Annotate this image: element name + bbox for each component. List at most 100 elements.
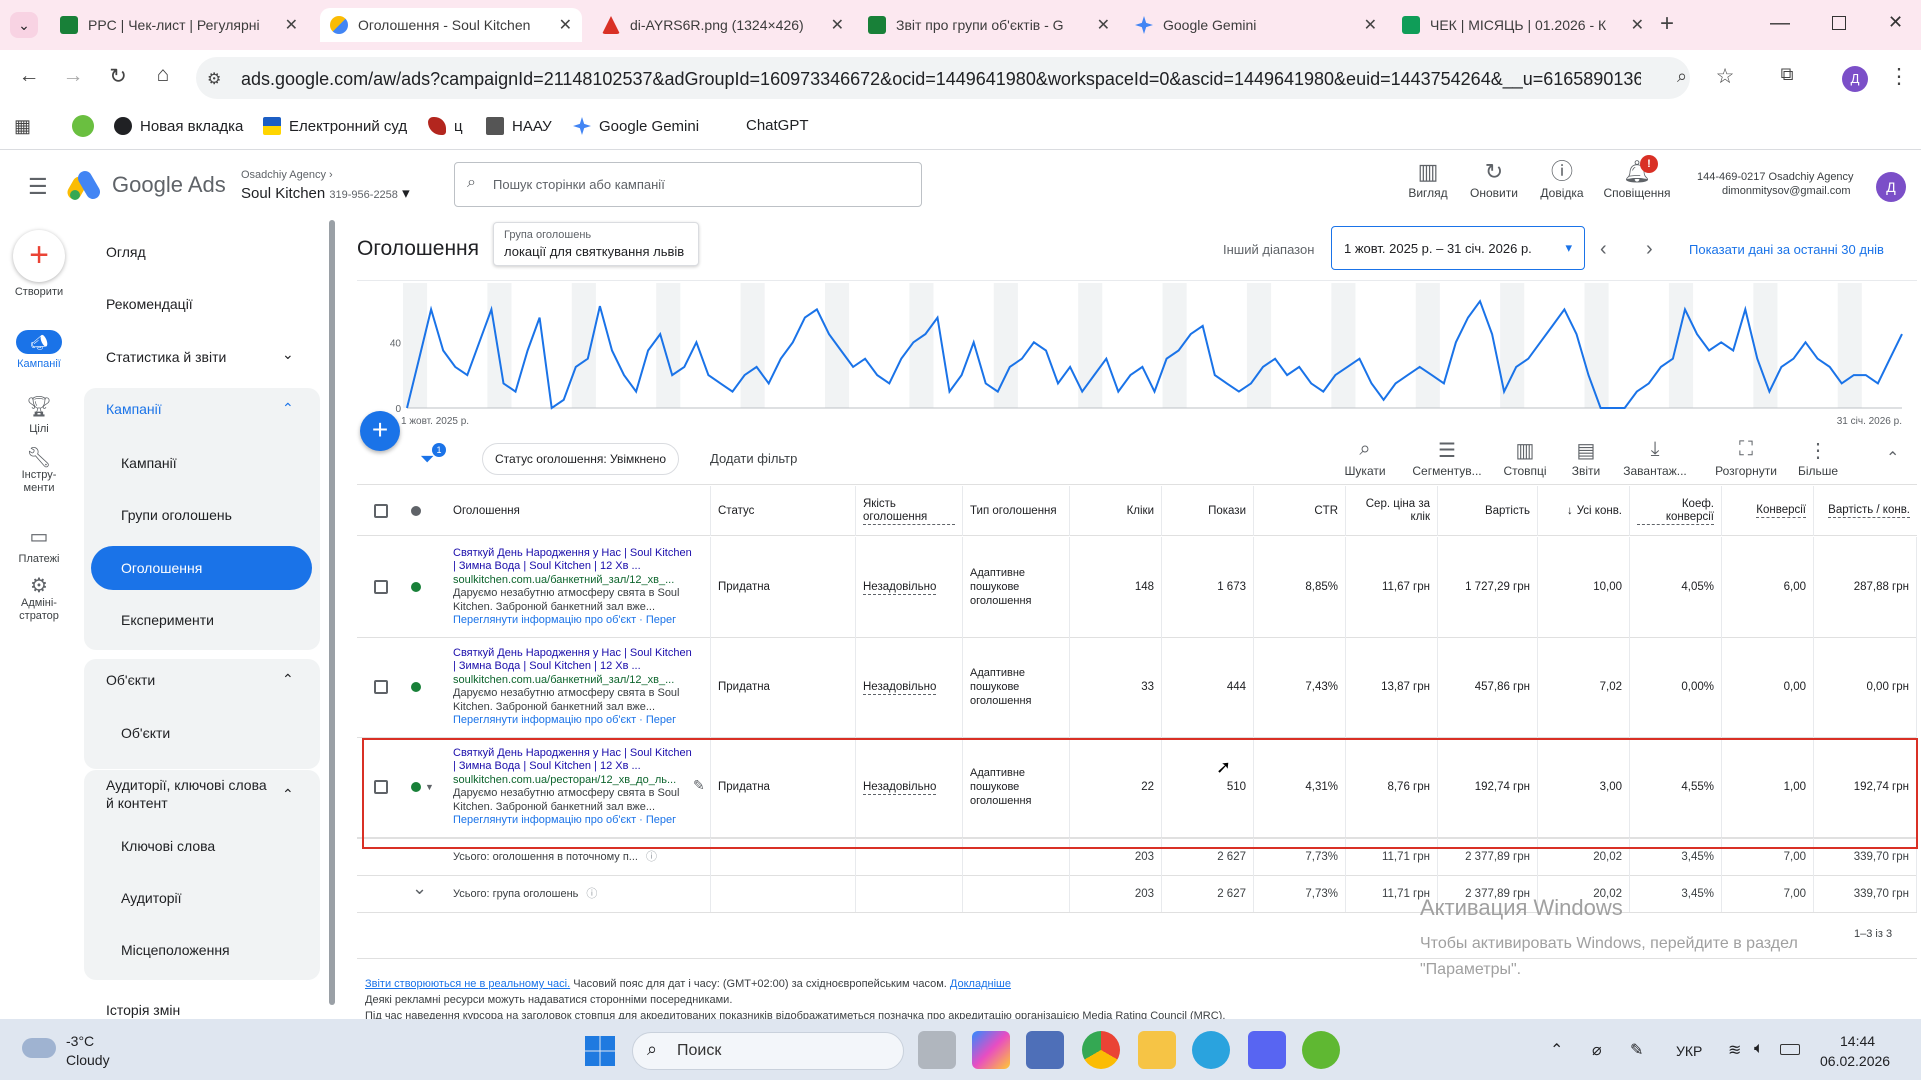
bookmark-naau[interactable]: НААУ — [486, 117, 552, 135]
extension-bookmark-icon[interactable] — [72, 115, 94, 137]
learn-more-link[interactable]: Докладніше — [949, 978, 1011, 990]
notepad-icon[interactable] — [1026, 1031, 1064, 1069]
google-ads-logo[interactable] — [64, 168, 103, 202]
nav-scrollbar[interactable] — [329, 220, 335, 1005]
browser-tab[interactable]: Звіт про групи об'єктів - G ✕ — [858, 8, 1120, 42]
explorer-icon[interactable] — [1138, 1031, 1176, 1069]
clock-date[interactable]: 06.02.2026 — [1820, 1053, 1891, 1069]
ad-info-link[interactable]: Переглянути інформацію про об'єкт · Пере… — [453, 714, 677, 726]
edit-pencil-icon[interactable]: ✎ — [693, 777, 705, 793]
tool-more[interactable]: ⋮ Більше — [1783, 438, 1853, 478]
col-status[interactable]: Статус — [711, 486, 856, 536]
campaigns-rail-icon[interactable]: 📣︎ — [16, 330, 62, 354]
col-cost-conv[interactable]: Вартість / конв. — [1828, 504, 1910, 518]
tab-list-button[interactable]: ⌄ — [10, 12, 38, 38]
bookmark-gemini[interactable]: Google Gemini — [573, 117, 699, 135]
nav-locations[interactable]: Місцеположення — [121, 942, 230, 958]
nav-campaigns[interactable]: Кампанії — [121, 455, 177, 471]
view-button[interactable]: ▥ Вигляд — [1393, 158, 1463, 200]
account-switcher[interactable]: Soul Kitchen 319-956-2258 ▾ — [241, 185, 410, 202]
tool-download[interactable]: ⤓ Завантаж... — [1620, 438, 1690, 478]
col-impr[interactable]: Покази — [1162, 486, 1254, 536]
browser-tab-active[interactable]: Оголошення - Soul Kitchen ✕ — [320, 8, 582, 42]
close-icon[interactable]: ✕ — [284, 17, 298, 34]
ad-info-link[interactable]: Переглянути інформацію про об'єкт · Пере… — [453, 614, 677, 626]
close-window-icon[interactable]: ✕ — [1888, 12, 1904, 32]
help-icon[interactable]: ⓘ — [586, 887, 598, 900]
clock-time[interactable]: 14:44 — [1840, 1033, 1876, 1049]
nav-ads-selected[interactable]: Оголошення — [91, 546, 312, 590]
enabled-dot-icon[interactable] — [411, 782, 421, 792]
col-ad[interactable]: Оголошення — [446, 486, 711, 536]
col-cost[interactable]: Вартість — [1438, 486, 1538, 536]
close-icon[interactable]: ✕ — [1630, 17, 1644, 34]
ad-headline[interactable]: Святкуй День Народження у Нас | Soul Kit… — [453, 546, 692, 573]
minimize-icon[interactable]: — — [1770, 12, 1790, 34]
nav-history[interactable]: Історія змін — [106, 1002, 181, 1018]
forward-icon[interactable]: → — [62, 64, 84, 87]
add-ad-button[interactable]: + — [360, 411, 400, 451]
notifications-button[interactable]: 🔔︎ Сповіщення — [1603, 159, 1671, 200]
agency-breadcrumb[interactable]: Osadchiy Agency › — [241, 169, 333, 181]
nav-campaigns-header[interactable]: Кампанії — [106, 401, 162, 417]
chrome-icon[interactable] — [1082, 1031, 1120, 1069]
date-range-picker[interactable]: 1 жовт. 2025 р. – 31 січ. 2026 р. ▾ — [1331, 226, 1585, 270]
nav-overview[interactable]: Огляд — [106, 244, 146, 260]
ad-cell[interactable]: Святкуй День Народження у Нас | Soul Kit… — [446, 537, 711, 637]
rail-tools[interactable]: 🔧︎ Інстру- менти — [0, 448, 78, 495]
quality-cell[interactable]: Незадовільно — [856, 537, 963, 637]
battery-icon[interactable] — [1780, 1044, 1800, 1055]
realtime-link[interactable]: Звіти створюються не в реальному часі. — [365, 978, 571, 990]
browser-tab[interactable]: di-AYRS6R.png (1324×426) ✕ — [592, 8, 854, 42]
nav-assets[interactable]: Об'єкти — [121, 725, 171, 741]
show-last-30-link[interactable]: Показати дані за останні 30 днів — [1689, 242, 1884, 257]
bookmark-court[interactable]: Електронний суд — [263, 117, 407, 135]
browser-tab[interactable]: ЧЕК | МІСЯЦЬ | 01.2026 - К ✕ — [1392, 8, 1654, 42]
row-checkbox[interactable] — [373, 680, 388, 694]
nav-experiments[interactable]: Експерименти — [121, 612, 214, 628]
tool-search[interactable]: ⌕ Шукати — [1330, 438, 1400, 478]
search-input[interactable]: ⌕ Пошук сторінки або кампанії — [454, 162, 922, 207]
quality-cell[interactable]: Незадовільно — [856, 737, 963, 837]
pen-icon[interactable]: ✎ — [1630, 1042, 1644, 1059]
refresh-button[interactable]: ↻ Оновити — [1459, 158, 1529, 200]
chevron-up-icon[interactable]: ⌃ — [282, 671, 294, 687]
taskview-icon[interactable] — [918, 1031, 956, 1069]
ad-info-link[interactable]: Переглянути інформацію про об'єкт · Пере… — [453, 814, 677, 826]
copilot-icon[interactable] — [972, 1031, 1010, 1069]
browser-tab[interactable]: Google Gemini ✕ — [1125, 8, 1387, 42]
close-icon[interactable]: ✕ — [1363, 17, 1377, 34]
add-filter-button[interactable]: Додати фільтр — [710, 451, 798, 466]
rail-admin[interactable]: ⚙ Адміні- стратор — [0, 576, 78, 623]
weather-cloud-icon[interactable] — [22, 1038, 56, 1058]
discord-icon[interactable] — [1248, 1031, 1286, 1069]
create-button[interactable]: + — [13, 230, 65, 282]
select-all-checkbox[interactable] — [373, 504, 388, 518]
rail-campaigns-label[interactable]: Кампанії — [17, 358, 61, 370]
zoom-icon[interactable]: ⌕ — [1676, 66, 1688, 86]
tool-expand[interactable]: ⛶ Розгорнути — [1711, 438, 1781, 478]
tool-columns[interactable]: ▥ Стовпці — [1490, 438, 1560, 478]
address-bar[interactable] — [196, 57, 1690, 99]
bookmark-star-icon[interactable]: ☆ — [1715, 65, 1735, 88]
tool-segment[interactable]: ☰ Сегментув... — [1412, 440, 1482, 478]
quality-cell[interactable]: Незадовільно — [856, 637, 963, 737]
tray-chevron-icon[interactable]: ⌃ — [1550, 1042, 1564, 1059]
bookmark-c[interactable]: ц — [428, 117, 463, 135]
prev-range-icon[interactable]: ‹ — [1600, 238, 1607, 260]
back-icon[interactable]: ← — [18, 64, 40, 87]
nav-audiences-header[interactable]: Аудиторії, ключові слова й контент — [106, 777, 267, 811]
close-icon[interactable]: ✕ — [558, 17, 572, 34]
new-tab-icon[interactable]: + — [1660, 10, 1675, 37]
filter-chip-status[interactable]: Статус оголошення: Увімкнено — [482, 443, 680, 475]
menu-dots-icon[interactable]: ⋮ — [1888, 65, 1910, 88]
close-icon[interactable]: ✕ — [1096, 17, 1110, 34]
language-indicator[interactable]: УКР — [1676, 1043, 1703, 1059]
taskbar-search[interactable]: ⌕ Поиск — [632, 1032, 904, 1070]
nav-adgroups[interactable]: Групи оголошень — [121, 507, 232, 523]
nav-recommendations[interactable]: Рекомендації — [106, 296, 193, 312]
user-avatar[interactable]: Д — [1876, 172, 1906, 202]
browser-tab[interactable]: PPC | Чек-лист | Регулярні ✕ — [50, 8, 308, 42]
nav-assets-header[interactable]: Об'єкти — [106, 672, 156, 688]
reload-icon[interactable]: ↻ — [109, 65, 127, 88]
